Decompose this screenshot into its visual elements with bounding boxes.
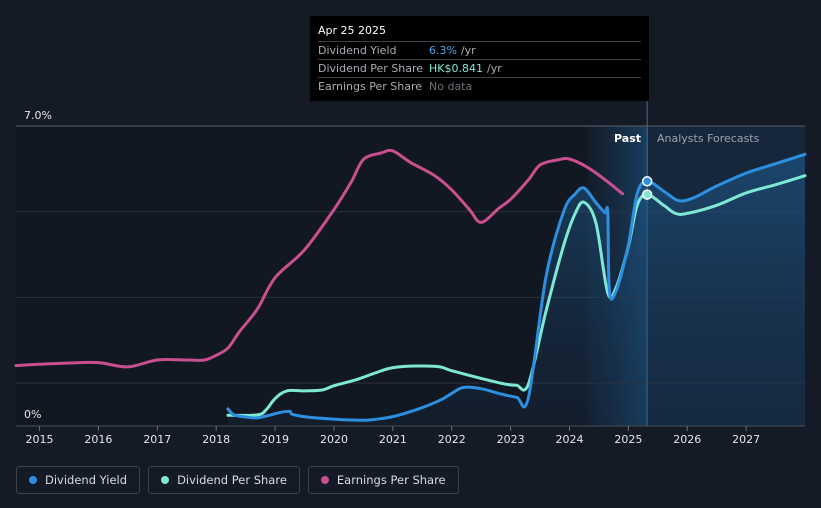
x-tick-label: 2022: [438, 433, 466, 446]
tooltip-value: HK$0.841: [429, 62, 483, 75]
tooltip-row-eps: Earnings Per Share No data: [318, 77, 641, 95]
legend-label: Earnings Per Share: [336, 473, 446, 487]
legend-label: Dividend Per Share: [177, 473, 287, 487]
tooltip-label: Dividend Per Share: [318, 62, 424, 75]
marker-dividend-yield: [641, 176, 653, 187]
series-line-dividend-yield: [226, 152, 807, 422]
marker-dividend-per-share: [641, 189, 653, 200]
x-tick-label: 2020: [320, 433, 348, 446]
legend-dot-icon: [161, 476, 170, 484]
x-tick-label: 2023: [497, 433, 525, 446]
legend: Dividend Yield Dividend Per Share Earnin…: [16, 466, 459, 494]
past-label: Past: [614, 132, 641, 145]
legend-dividend-yield[interactable]: Dividend Yield: [16, 466, 141, 494]
legend-dividend-per-share[interactable]: Dividend Per Share: [148, 466, 300, 494]
dividend-yield-area: [228, 154, 805, 427]
x-tick-label: 2017: [143, 433, 171, 446]
x-tick-label: 2024: [555, 433, 583, 446]
x-tick-label: 2019: [261, 433, 289, 446]
tooltip-label: Dividend Yield: [318, 44, 397, 57]
tooltip-value: 6.3%: [429, 44, 457, 57]
legend-dot-icon: [320, 476, 329, 484]
tooltip-row-yield: Dividend Yield 6.3% /yr: [318, 41, 641, 59]
series-line-earnings-per-share: [14, 148, 624, 369]
x-tick-label: 2026: [673, 433, 701, 446]
x-tick-label: 2027: [732, 433, 760, 446]
x-tick-label: 2015: [26, 433, 54, 446]
x-tick-label: 2016: [84, 433, 112, 446]
tooltip: Apr 25 2025 Dividend Yield 6.3% /yr Divi…: [310, 16, 649, 101]
forecast-label: Analysts Forecasts: [657, 132, 760, 145]
tooltip-unit: /yr: [486, 62, 502, 75]
legend-dot-icon: [29, 476, 37, 484]
y-axis-bottom-label: 0%: [24, 408, 41, 421]
tooltip-date: Apr 25 2025: [318, 24, 387, 37]
legend-label: Dividend Yield: [45, 473, 128, 487]
x-tick-label: 2018: [202, 433, 230, 446]
y-axis-top-label: 7.0%: [24, 109, 52, 122]
tooltip-row-dps: Dividend Per Share HK$0.841 /yr: [318, 59, 641, 77]
x-tick-label: 2025: [614, 433, 642, 446]
legend-earnings-per-share[interactable]: Earnings Per Share: [307, 466, 459, 494]
tooltip-unit: /yr: [460, 44, 476, 57]
series-line-dividend-per-share: [226, 174, 807, 417]
x-tick-label: 2021: [379, 433, 407, 446]
tooltip-label: Earnings Per Share: [318, 80, 423, 93]
tooltip-value: No data: [429, 80, 473, 93]
